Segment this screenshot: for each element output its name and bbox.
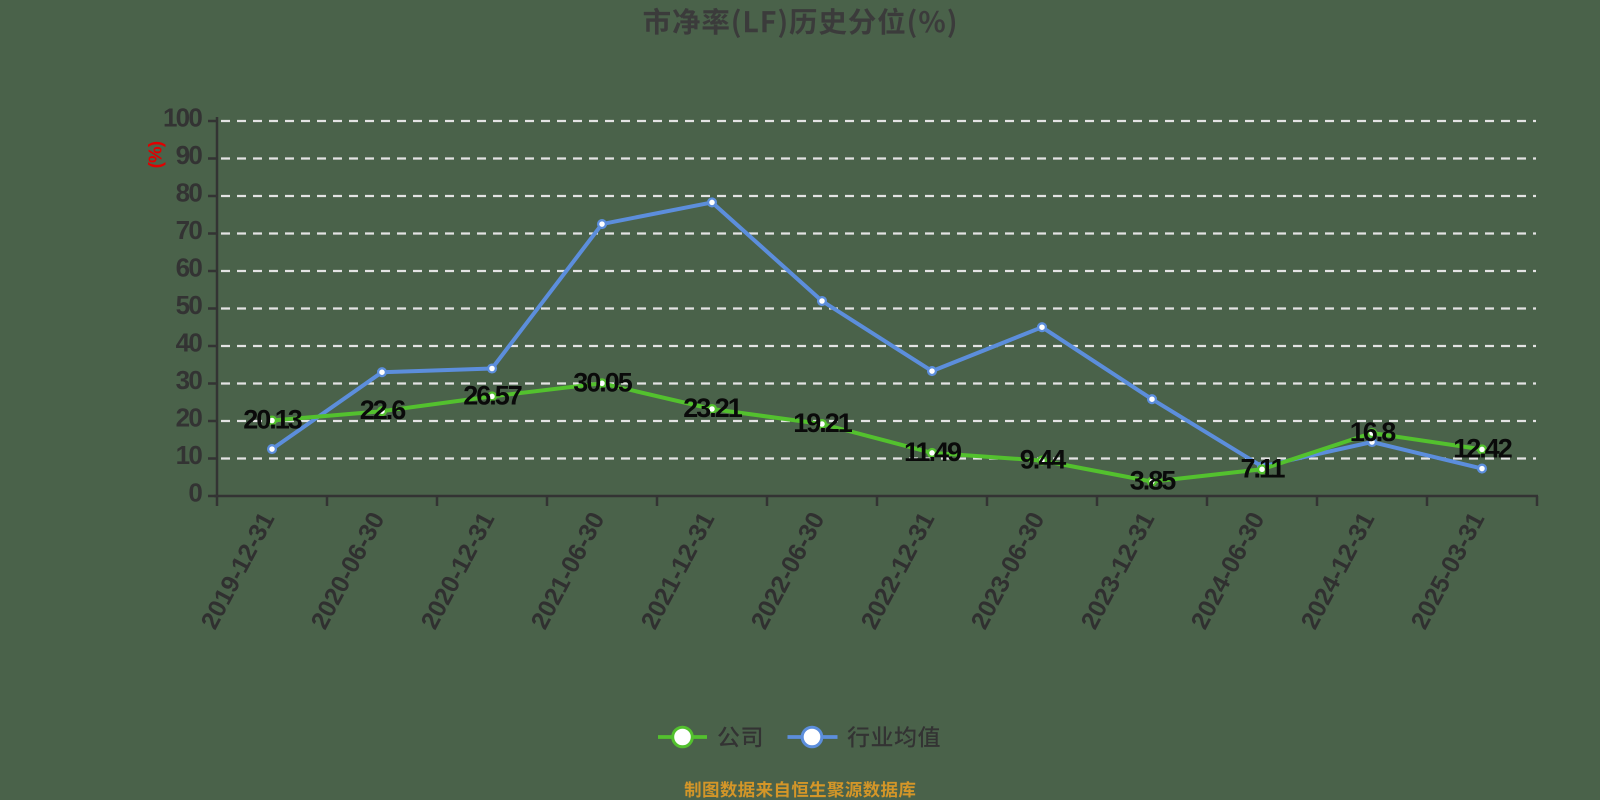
- svg-text:90: 90: [176, 140, 203, 170]
- svg-text:20: 20: [176, 403, 203, 433]
- svg-text:12.42: 12.42: [1453, 433, 1512, 463]
- svg-text:19.21: 19.21: [793, 408, 853, 438]
- svg-text:7.11: 7.11: [1240, 453, 1285, 483]
- svg-text:30.05: 30.05: [573, 367, 633, 397]
- svg-text:(%): (%): [145, 141, 166, 168]
- svg-text:3.85: 3.85: [1130, 466, 1177, 496]
- svg-text:60: 60: [176, 253, 203, 283]
- svg-text:10: 10: [176, 440, 203, 470]
- svg-text:26.57: 26.57: [463, 380, 522, 410]
- svg-text:22.6: 22.6: [360, 395, 407, 425]
- svg-text:16.8: 16.8: [1350, 417, 1397, 447]
- svg-text:100: 100: [163, 103, 202, 133]
- svg-text:30: 30: [176, 365, 203, 395]
- svg-text:23.21: 23.21: [683, 393, 743, 423]
- svg-text:0: 0: [188, 478, 202, 508]
- svg-text:70: 70: [176, 215, 203, 245]
- svg-text:40: 40: [176, 328, 203, 358]
- svg-text:80: 80: [176, 178, 203, 208]
- svg-text:11.49: 11.49: [904, 437, 962, 467]
- svg-text:9.44: 9.44: [1020, 445, 1067, 475]
- svg-text:50: 50: [176, 290, 203, 320]
- svg-text:20.13: 20.13: [243, 405, 303, 435]
